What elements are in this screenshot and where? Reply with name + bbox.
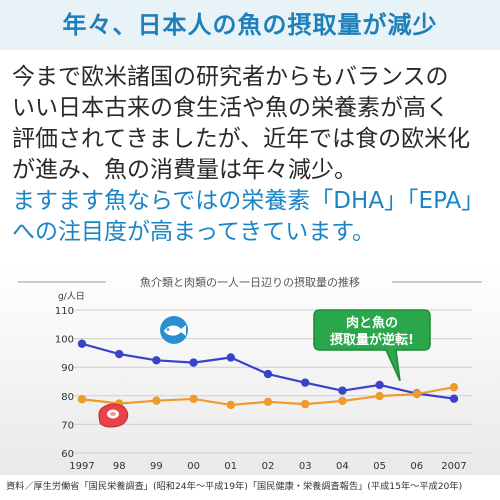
intake-line-chart: 魚介類と肉類の一人一日辺りの摂取量の推移 g/人日 60 70 80 90 100 110…	[0, 265, 500, 475]
description-line: が進み、魚の消費量は年々減少。	[12, 157, 357, 183]
x-tick-label: 99	[150, 461, 163, 472]
data-point-fish	[115, 349, 124, 359]
description-line: 今まで欧米諸国の研究者からもバランスの	[12, 64, 449, 90]
highlight-line: への注目度が高まってきています。	[12, 219, 375, 245]
y-tick-label: 80	[61, 392, 74, 403]
data-point-meat	[77, 395, 87, 404]
chart-background	[0, 265, 500, 475]
data-point-meat	[338, 396, 347, 406]
data-point-fish	[263, 369, 273, 379]
x-tick-label: 1997	[69, 461, 94, 472]
meat-icon	[98, 403, 129, 428]
fish-icon	[160, 316, 188, 344]
y-tick-label: 90	[61, 363, 74, 374]
data-point-meat	[301, 399, 310, 409]
data-point-meat	[412, 389, 421, 399]
y-tick-label: 110	[55, 306, 74, 317]
data-point-meat	[375, 391, 384, 401]
y-tick-label: 60	[61, 449, 74, 460]
reversal-callout: 肉と魚の 摂取量が逆転!	[313, 309, 431, 382]
chart-title: 魚介類と肉類の一人一日辺りの摂取量の推移	[140, 275, 360, 289]
page-title: 年々、日本人の魚の摂取量が減少	[62, 11, 438, 39]
data-point-meat	[189, 394, 198, 404]
y-tick-label: 100	[55, 335, 74, 346]
x-tick-label: 2007	[441, 461, 466, 472]
y-tick-label: 70	[61, 420, 74, 431]
data-point-fish	[226, 353, 235, 362]
x-tick-label: 05	[373, 461, 386, 472]
y-axis-label: g/人日	[58, 291, 85, 302]
data-point-fish	[338, 386, 347, 395]
x-tick-label: 01	[224, 461, 237, 472]
source-note: 資料／厚生労働省「国民栄養調査」(昭和24年〜平成19年)「国民健康・栄養調査報…	[6, 481, 463, 492]
x-tick-label: 00	[187, 461, 200, 472]
x-tick-label: 06	[410, 461, 423, 472]
data-point-fish	[152, 356, 161, 365]
x-tick-label: 04	[336, 461, 349, 472]
callout-bubble	[313, 309, 431, 382]
data-point-fish	[189, 358, 198, 367]
highlight-line: ますます魚ならではの栄養素「DHA」「EPA」	[12, 188, 485, 214]
x-tick-label: 03	[299, 461, 312, 472]
data-point-meat	[263, 397, 273, 407]
x-tick-label: 98	[113, 461, 126, 472]
data-point-meat	[449, 383, 459, 392]
header-banner: 年々、日本人の魚の摂取量が減少	[0, 0, 500, 50]
data-point-meat	[152, 396, 161, 405]
data-point-fish	[77, 339, 87, 348]
callout-line-1: 肉と魚の	[346, 315, 398, 331]
x-tick-label: 02	[262, 461, 275, 472]
description-text: 今まで欧米諸国の研究者からもバランスの いい日本古来の食生活や魚の栄養素が高く …	[12, 62, 492, 248]
data-point-fish	[375, 380, 384, 390]
data-point-fish	[301, 378, 310, 387]
description-line: いい日本古来の食生活や魚の栄養素が高く	[12, 95, 449, 121]
description-line: 評価されてきましたが、近年では食の欧米化	[12, 126, 471, 152]
callout-line-2: 摂取量が逆転!	[330, 332, 414, 348]
data-point-fish	[449, 394, 459, 403]
data-point-meat	[226, 400, 235, 410]
